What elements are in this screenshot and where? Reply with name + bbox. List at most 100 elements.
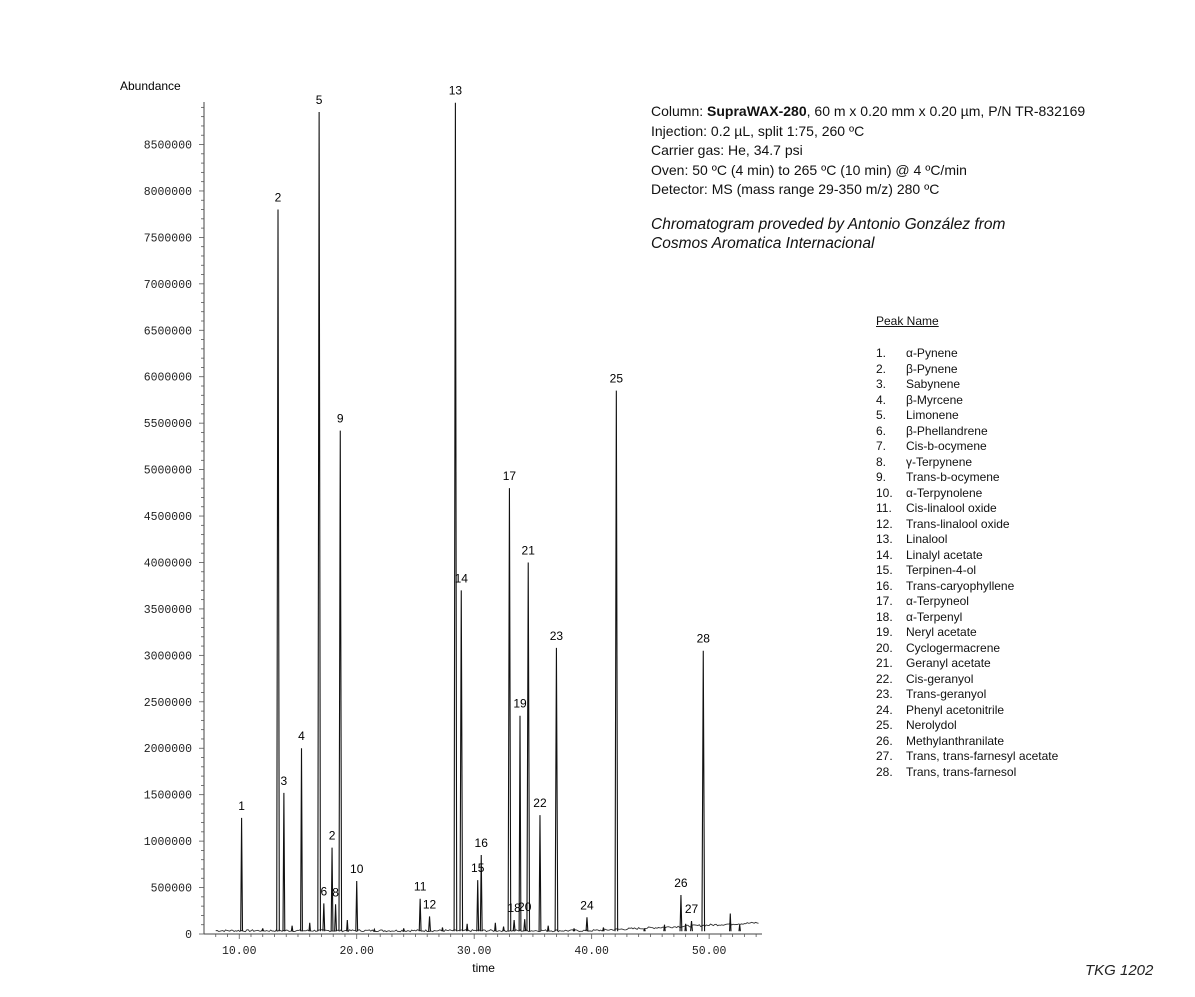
chromatogram-trace [215,102,759,933]
minor-peak [494,922,497,932]
legend-item-number: 10. [876,485,893,500]
legend-list: 1. α-Pynene 2. β-Pynene 3. Sabynene 4. β-Myrcen… [876,346,1058,780]
legend-item: 24. Phenyl acetonitrile [876,703,1058,719]
y-tick-label: 6000000 [144,372,192,385]
peak-label: 19 [513,697,527,711]
legend-item-name: β-Myrcene [906,392,963,407]
legend-item-name: Trans-b-ocymene [906,470,1000,484]
minor-peak [602,927,605,932]
legend-item: 22. Cis-geranyol [876,672,1058,688]
legend-item-name: α-Terpynolene [906,485,983,500]
legend-item-name: β-Pynene [906,361,958,376]
legend-item: 26. Methylanthranilate [876,734,1058,750]
peak-label: 1 [238,799,245,813]
column-details: , 60 m x 0.20 mm x 0.20 µm, P/N TR-83216… [806,103,1086,119]
peak-label: 6 [320,884,327,898]
legend-item-name: Methylanthranilate [906,733,1005,748]
legend-item-number: 26. [876,733,893,748]
peak-label: 4 [298,729,305,743]
peak-label: 2 [329,829,336,843]
peak-21 [526,562,531,932]
legend-item-name: Phenyl acetonitrile [906,702,1005,717]
x-tick-label: 30.00 [457,945,492,958]
minor-peak [465,923,469,932]
legend-item: 6. β-Phellandrene [876,424,1058,440]
x-axis-label: time [472,961,495,975]
legend-item: 21. Geranyl acetate [876,656,1058,672]
legend-item: 1. α-Pynene [876,346,1058,362]
legend-item: 20. Cyclogermacrene [876,641,1058,657]
legend-item-number: 28. [876,764,893,779]
peak-27 [690,920,693,932]
peak-label: 25 [610,372,624,386]
legend-item-number: 22. [876,671,893,686]
peak-12 [428,916,431,932]
legend-item-number: 7. [876,439,887,453]
minor-peak [402,928,405,932]
legend-item-name: Terpinen-4-ol [906,563,977,577]
legend-item-name: Trans, trans-farnesol [906,764,1017,779]
y-tick-label: 500000 [151,883,193,896]
oven-info: Oven: 50 ºC (4 min) to 265 ºC (10 min) @… [651,161,967,178]
x-tick-label: 40.00 [574,945,609,958]
y-axis-label: Abundance [120,79,181,93]
legend-item-number: 2. [876,361,887,376]
legend-item: 15. Terpinen-4-ol [876,563,1058,579]
detector-info: Detector: MS (mass range 29-350 m/z) 280… [651,181,940,197]
peak-22 [538,815,542,932]
legend-item: 2. β-Pynene [876,362,1058,378]
peak-label: 28 [697,632,711,646]
legend-item: 13. Linalool [876,532,1058,548]
legend-item-number: 27. [876,749,893,763]
legend-item: 14. Linalyl acetate [876,548,1058,564]
legend-item-number: 13. [876,532,893,546]
y-tick-label: 8000000 [144,186,192,199]
baseline-trace [215,921,759,933]
legend-item: 3. Sabynene [876,377,1058,393]
legend-item-number: 15. [876,563,893,577]
legend-item-name: Cis-linalool oxide [906,501,997,515]
peak-26 [679,894,683,932]
minor-peak [663,924,666,932]
column-name: SupraWAX-280 [707,103,807,119]
peak-15 [476,880,480,932]
legend-item-name: Cis-geranyol [906,671,974,686]
peak-11 [418,898,422,932]
legend-item: 18. α-Terpenyl [876,610,1058,626]
legend-item: 9. Trans-b-ocymene [876,470,1058,486]
peak-label: 20 [518,900,532,914]
peak-label: 27 [685,902,699,916]
x-tick-label: 20.00 [339,945,374,958]
legend-item-number: 20. [876,640,893,655]
peak-label: 22 [533,796,547,810]
y-tick-label: 5500000 [144,418,192,431]
y-tick-label: 0 [185,929,192,942]
peak-16 [479,855,483,932]
peak-1 [240,817,244,932]
peak-label: 9 [337,412,344,426]
legend-item: 7. Cis-b-ocymene [876,439,1058,455]
peak-label: 14 [455,571,469,585]
credit-line-1: Chromatogram proveded by Antonio Gonzále… [651,215,1006,233]
minor-peak [290,925,294,932]
minor-peak [373,927,376,932]
peak-8 [334,904,338,932]
legend-item-number: 17. [876,594,893,608]
peak-label: 10 [350,862,364,876]
legend-title: Peak Name [876,314,939,328]
x-tick-label: 50.00 [692,945,727,958]
y-tick-label: 5000000 [144,465,192,478]
minor-peak [546,925,550,932]
legend-item-number: 19. [876,625,893,639]
legend-item-number: 5. [876,408,887,422]
peak-17 [507,488,512,932]
legend-item: 8. γ-Terpynene [876,455,1058,471]
column-info: Column: SupraWAX-280, 60 m x 0.20 mm x 0… [651,102,1181,122]
peak-label: 18 [507,901,521,915]
legend-item-name: Cis-b-ocymene [906,439,987,453]
legend-item-number: 1. [876,346,887,360]
legend-item-name: Neryl acetate [906,625,977,639]
legend-item: 27. Trans, trans-farnesyl acetate [876,749,1058,765]
legend-item-number: 9. [876,470,887,484]
legend-item: 23. Trans-geranyol [876,687,1058,703]
